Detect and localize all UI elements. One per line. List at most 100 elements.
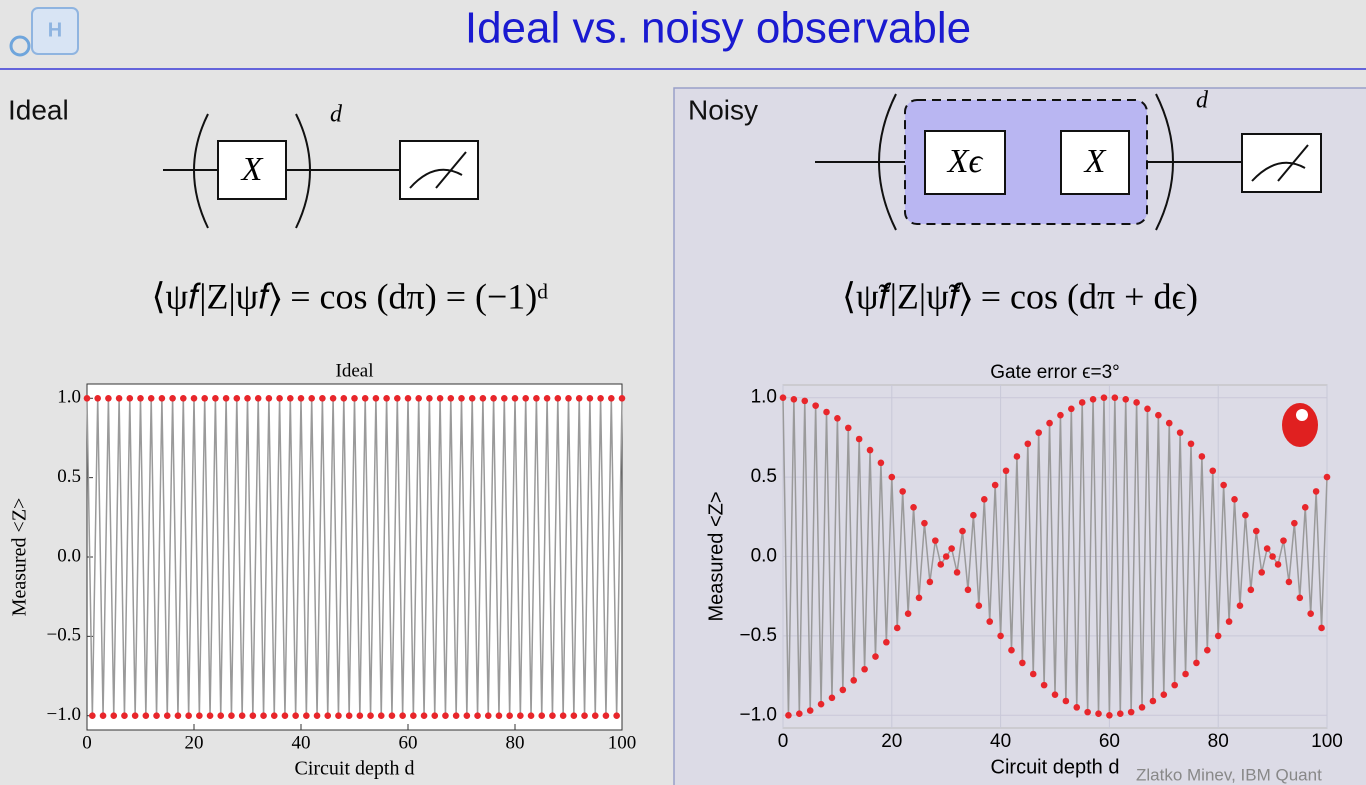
data-point (1182, 670, 1189, 678)
data-point (575, 394, 583, 402)
data-point (1269, 553, 1276, 560)
data-point (1285, 578, 1293, 586)
data-point (866, 446, 874, 454)
x-tick-label: 60 (1099, 731, 1120, 752)
data-point (377, 712, 385, 720)
data-point (1318, 624, 1325, 632)
y-tick-label: 1.0 (751, 387, 777, 408)
data-point (410, 712, 417, 720)
data-point (452, 712, 460, 720)
data-point (1242, 511, 1249, 519)
y-tick-label: 1.0 (57, 387, 81, 408)
data-point (872, 653, 879, 660)
data-point (163, 712, 171, 720)
data-point (948, 545, 955, 552)
data-point (844, 424, 852, 432)
data-point (367, 712, 374, 720)
mascot (1282, 403, 1318, 447)
data-point (1209, 467, 1217, 475)
data-point (613, 712, 620, 720)
data-point (1008, 646, 1015, 654)
data-point (356, 712, 364, 720)
data-point (554, 394, 562, 402)
data-point (581, 712, 588, 720)
data-point (1149, 697, 1157, 705)
data-point (324, 712, 332, 720)
data-point (1122, 395, 1130, 403)
x-tick-label: 100 (1311, 731, 1343, 752)
data-point (937, 561, 945, 568)
chart-title: Gate error ϵ=3° (990, 362, 1120, 383)
y-axis-label: Measured <Z> (705, 491, 727, 621)
data-point (779, 394, 787, 402)
data-point (1247, 586, 1255, 594)
data-point (1274, 561, 1282, 568)
data-point (1187, 440, 1195, 448)
data-point (361, 394, 369, 402)
data-point (121, 712, 128, 720)
data-point (883, 638, 890, 646)
y-tick-label: −0.5 (47, 625, 81, 646)
data-point (855, 435, 863, 443)
data-point (1029, 670, 1037, 678)
data-point (1116, 710, 1124, 718)
data-point (602, 712, 610, 720)
x-tick-label: 0 (778, 731, 789, 752)
data-point (297, 394, 305, 402)
data-point (591, 712, 599, 720)
data-point (1062, 697, 1070, 705)
y-tick-label: 0.0 (57, 545, 81, 566)
data-point (174, 712, 182, 720)
data-point (1291, 519, 1298, 527)
data-point (1263, 545, 1271, 552)
y-axis-label: Measured <Z> (9, 498, 31, 617)
data-point (812, 402, 819, 409)
data-point (474, 712, 481, 720)
data-point (228, 712, 235, 720)
data-point (904, 610, 912, 617)
x-tick-label: 20 (185, 732, 204, 753)
data-point (201, 394, 208, 402)
logo-ring (9, 35, 31, 57)
data-point (89, 712, 96, 720)
panel-label: Noisy (688, 94, 758, 125)
data-point (921, 519, 928, 527)
equation: ⟨ψ𝑓|Z|ψ𝑓⟩ = cos (dπ) = (−1)ᵈ (152, 276, 549, 316)
data-point (1002, 467, 1010, 475)
data-point (899, 488, 906, 495)
data-point (888, 473, 896, 481)
data-point (479, 394, 487, 402)
data-point (490, 394, 497, 402)
data-point (185, 712, 192, 720)
data-point (1296, 594, 1304, 602)
data-point (222, 394, 230, 402)
gate-label: X (1083, 143, 1107, 180)
data-point (861, 665, 868, 673)
data-point (506, 712, 513, 720)
data-point (926, 578, 934, 586)
data-point (806, 707, 814, 714)
data-point (153, 712, 160, 720)
data-point (99, 712, 107, 720)
data-point (415, 394, 423, 402)
data-point (217, 712, 225, 720)
data-point (287, 394, 294, 402)
data-point (1133, 399, 1140, 406)
data-point (953, 569, 961, 576)
data-point (131, 712, 139, 720)
data-point (147, 394, 155, 402)
data-point (1225, 618, 1233, 625)
meter-box (399, 140, 479, 200)
paren (878, 93, 897, 231)
data-point (817, 700, 825, 708)
data-point (517, 712, 524, 720)
data-point (586, 394, 594, 402)
x-tick-label: 80 (506, 732, 525, 753)
x-tick-label: 80 (1208, 731, 1229, 752)
data-point (877, 459, 885, 467)
data-point (1068, 405, 1075, 413)
data-point (538, 712, 546, 720)
data-point (345, 712, 353, 720)
data-point (975, 602, 983, 610)
meter-needle (1277, 144, 1309, 182)
